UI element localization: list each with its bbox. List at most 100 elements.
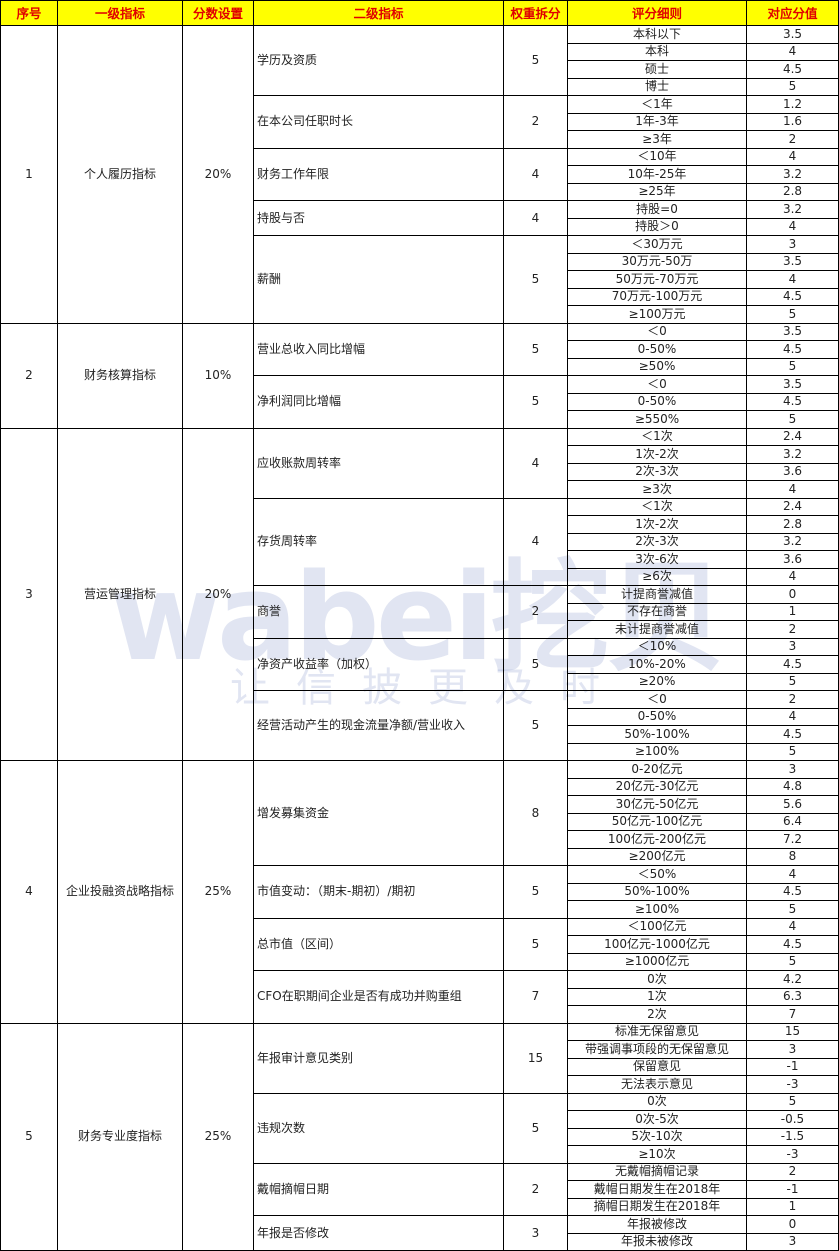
scoring-rule: 50%-100% bbox=[567, 882, 747, 901]
scoring-rule: 1次-2次 bbox=[567, 445, 747, 464]
score-value: 0 bbox=[746, 585, 839, 604]
weight-split: 5 bbox=[503, 375, 568, 429]
scoring-rule: 戴帽日期发生在2018年 bbox=[567, 1180, 747, 1199]
score-value: 4.5 bbox=[746, 725, 839, 744]
scoring-rule: ≥10次 bbox=[567, 1145, 747, 1164]
table-row: 1次 6.3 bbox=[1, 987, 839, 1006]
score-value: 4.5 bbox=[746, 60, 839, 79]
score-value: 3.2 bbox=[746, 532, 839, 551]
weight-split: 5 bbox=[503, 235, 568, 324]
table-row: ≥550% 5 bbox=[1, 410, 839, 429]
header-score: 对应分值 bbox=[746, 0, 839, 26]
score-value: 4 bbox=[746, 480, 839, 499]
score-value: 3.2 bbox=[746, 165, 839, 184]
group-number: 1 bbox=[0, 25, 58, 324]
weight-split: 5 bbox=[503, 690, 568, 761]
score-value: 5 bbox=[746, 305, 839, 324]
score-value: 4.5 bbox=[746, 340, 839, 359]
scoring-rule: 标准无保留意见 bbox=[567, 1022, 747, 1041]
level2-indicator: 营业总收入同比增幅 bbox=[253, 322, 504, 376]
table-row: 市值变动：（期末-期初）/期初 5 ＜50% 4 bbox=[1, 865, 839, 919]
scoring-rule: 2次 bbox=[567, 1005, 747, 1024]
level2-indicator: 总市值（区间） bbox=[253, 917, 504, 971]
table-row: 总市值（区间） 5 ＜100亿元 4 bbox=[1, 917, 839, 971]
weight-split: 3 bbox=[503, 1215, 568, 1251]
scoring-rule: ≥100% bbox=[567, 900, 747, 919]
table-row: 3 营运管理指标 20% 应收账款周转率 4 ＜1次 2.4 bbox=[0, 427, 839, 761]
level2-indicator: 净资产收益率（加权） bbox=[253, 637, 504, 691]
score-value: 6.4 bbox=[746, 812, 839, 831]
level2-indicator: 学历及资质 bbox=[253, 25, 504, 96]
table-row: 0次-5次 -0.5 bbox=[1, 1110, 839, 1129]
score-value: 5 bbox=[746, 1092, 839, 1111]
table-body: 1 个人履历指标 20% 学历及资质 5 本科以下 3.5 本科 4 硕士 4.5 博士 5 在本公司任职… bbox=[0, 25, 839, 1251]
scoring-rule: 博士 bbox=[567, 77, 747, 96]
table-row: 无法表示意见 -3 bbox=[1, 1075, 839, 1094]
score-value: 7 bbox=[746, 1005, 839, 1024]
scoring-rule: 100亿元-1000亿元 bbox=[567, 935, 747, 954]
score-value: 3 bbox=[746, 1232, 839, 1251]
level2-indicator: 戴帽摘帽日期 bbox=[253, 1162, 504, 1216]
scoring-rule: 2次-3次 bbox=[567, 532, 747, 551]
level1-indicator: 个人履历指标 bbox=[57, 25, 183, 324]
score-value: -1 bbox=[746, 1057, 839, 1076]
scoring-rule: 0-50% bbox=[567, 340, 747, 359]
table-row: 存货周转率 4 ＜1次 2.4 bbox=[1, 497, 839, 586]
level1-indicator: 营运管理指标 bbox=[57, 427, 183, 761]
table-row: 保留意见 -1 bbox=[1, 1057, 839, 1076]
table-row: ≥25年 2.8 bbox=[1, 182, 839, 201]
scoring-rule: ＜1次 bbox=[567, 427, 747, 446]
table-row: ≥10次 -3 bbox=[1, 1145, 839, 1164]
weight-split: 4 bbox=[503, 427, 568, 499]
weight-split: 2 bbox=[503, 585, 568, 639]
scoring-rule: ＜0 bbox=[567, 375, 747, 394]
scoring-rule: ＜0 bbox=[567, 690, 747, 709]
table-row: 0-50% 4.5 bbox=[1, 392, 839, 411]
score-value: 0 bbox=[746, 1215, 839, 1234]
table-row: 5次-10次 -1.5 bbox=[1, 1127, 839, 1146]
table-row: 未计提商誉减值 2 bbox=[1, 620, 839, 639]
scoring-rule: 30万元-50万 bbox=[567, 252, 747, 271]
scoring-rule: 本科 bbox=[567, 42, 747, 61]
header-row: 序号 一级指标 分数设置 二级指标 权重拆分 评分细则 对应分值 bbox=[0, 0, 839, 26]
table-row: 50%-100% 4.5 bbox=[1, 882, 839, 901]
scoring-rule: ≥3年 bbox=[567, 130, 747, 149]
weight-split: 7 bbox=[503, 970, 568, 1024]
scoring-rule: ≥6次 bbox=[567, 567, 747, 586]
level2-indicator: 应收账款周转率 bbox=[253, 427, 504, 499]
score-value: 3.5 bbox=[746, 252, 839, 271]
level2-indicator: 市值变动：（期末-期初）/期初 bbox=[253, 865, 504, 919]
score-value: 6.3 bbox=[746, 987, 839, 1006]
score-value: 4.5 bbox=[746, 287, 839, 306]
scoring-rule: 带强调事项段的无保留意见 bbox=[567, 1040, 747, 1059]
table-row: 50%-100% 4.5 bbox=[1, 725, 839, 744]
scoring-rule: ＜50% bbox=[567, 865, 747, 884]
score-value: 5 bbox=[746, 410, 839, 429]
scoring-rule: ＜10年 bbox=[567, 147, 747, 166]
table-row: ≥3年 2 bbox=[1, 130, 839, 149]
score-value: 4.5 bbox=[746, 392, 839, 411]
level2-indicator: 年报审计意见类别 bbox=[253, 1022, 504, 1094]
scoring-rule: 年报未被修改 bbox=[567, 1232, 747, 1251]
level2-indicator: 净利润同比增幅 bbox=[253, 375, 504, 429]
scoring-rule: 50亿元-100亿元 bbox=[567, 812, 747, 831]
scoring-rule: 保留意见 bbox=[567, 1057, 747, 1076]
score-value: 4 bbox=[746, 567, 839, 586]
score-value: 4 bbox=[746, 917, 839, 936]
header-level1: 一级指标 bbox=[57, 0, 183, 26]
scoring-rule: 持股=0 bbox=[567, 200, 747, 219]
table-row: 4 企业投融资战略指标 25% 增发募集资金 8 0-20亿元 3 bbox=[0, 760, 839, 1024]
score-value: 3.5 bbox=[746, 25, 839, 44]
weight-split: 2 bbox=[503, 95, 568, 149]
table-row: 经营活动产生的现金流量净额/营业收入 5 ＜0 2 bbox=[1, 690, 839, 761]
scoring-rule: 0-50% bbox=[567, 707, 747, 726]
score-value: 3.6 bbox=[746, 462, 839, 481]
table-row: 50亿元-100亿元 6.4 bbox=[1, 812, 839, 831]
table-row: 持股与否 4 持股=0 3.2 bbox=[1, 200, 839, 236]
level2-indicator: 增发募集资金 bbox=[253, 760, 504, 866]
scoring-rule: 0次 bbox=[567, 970, 747, 989]
scoring-rule: 年报被修改 bbox=[567, 1215, 747, 1234]
scoring-rule: 不存在商誉 bbox=[567, 602, 747, 621]
weight-split: 4 bbox=[503, 200, 568, 236]
level2-indicator: CFO在职期间企业是否有成功并购重组 bbox=[253, 970, 504, 1024]
